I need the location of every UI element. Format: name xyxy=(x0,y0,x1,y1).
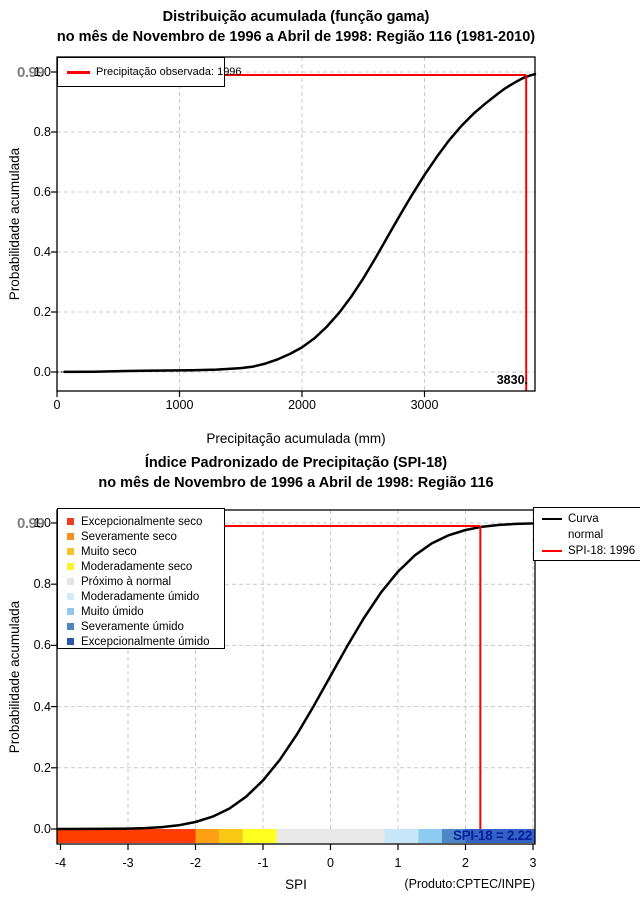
curve-legend-item: normal xyxy=(542,527,640,543)
y-tick-label: 0.8 xyxy=(33,125,51,139)
category-legend-item: Moderadamente úmido xyxy=(67,589,224,604)
curve-legend-item: Curva xyxy=(542,511,640,527)
category-legend-item: Moderadamente seco xyxy=(67,559,224,574)
category-label: Severamente úmido xyxy=(81,620,184,633)
category-label: Próximo à normal xyxy=(81,575,172,588)
spi-value-badge: SPI-18 = 2.22 xyxy=(452,828,532,843)
x-tick-label: 0 xyxy=(327,856,334,870)
category-legend-item: Excepcionalmente úmido xyxy=(67,634,224,649)
spi-y-axis-label: Probabilidade acumulada xyxy=(7,600,22,754)
spi-chart-title: Índice Padronizado de Precipitação (SPI-… xyxy=(144,455,448,471)
x-tick-label: -2 xyxy=(189,856,202,870)
gamma-legend-label: Precipitação observada: 1996 xyxy=(96,66,242,78)
y-tick-label: 1.0 xyxy=(33,65,51,79)
spi-x-axis-label: SPI xyxy=(285,877,307,892)
x-tick-label: 2 xyxy=(462,856,469,870)
category-legend-item: Excepcionalmente seco xyxy=(67,514,224,529)
category-legend-item: Próximo à normal xyxy=(67,574,224,589)
category-color-marker xyxy=(67,578,74,585)
y-tick-label: 0.6 xyxy=(33,638,51,653)
category-color-marker xyxy=(67,548,74,555)
curve-legend-label: normal xyxy=(568,529,604,541)
curve-legend-label: SPI-18: 1996 xyxy=(568,545,636,557)
category-legend-item: Severamente seco xyxy=(67,529,224,544)
category-label: Muito seco xyxy=(81,545,137,558)
spi-category-legend: Excepcionalmente seco Severamente seco Mui… xyxy=(57,508,225,649)
x-tick-label: 1000 xyxy=(165,398,194,412)
x-tick-label: -3 xyxy=(122,856,134,870)
swatch-spacer xyxy=(542,534,562,537)
category-label: Excepcionalmente úmido xyxy=(81,635,210,648)
gamma-chart-subtitle: no mês de Novembro de 1996 a Abril de 19… xyxy=(56,29,536,45)
y-tick-label: 0.8 xyxy=(33,577,51,592)
y-tick-label: 0.2 xyxy=(33,305,51,319)
gamma-legend: Precipitação observada: 1996 xyxy=(57,57,242,87)
y-tick-label: 0.6 xyxy=(33,185,51,199)
category-legend-item: Severamente úmido xyxy=(67,619,224,634)
x-tick-label: 3000 xyxy=(410,398,439,412)
y-tick-label: 0.0 xyxy=(33,365,51,379)
category-legend-item: Muito úmido xyxy=(67,604,224,619)
category-color-marker xyxy=(67,623,74,630)
category-label: Severamente seco xyxy=(81,530,177,543)
y-tick-label: 1.0 xyxy=(33,516,51,530)
category-label: Moderadamente seco xyxy=(81,560,193,573)
x-tick-label: -1 xyxy=(257,856,269,870)
curve-line-swatch xyxy=(542,517,562,521)
curve-legend-item: SPI-18: 1996 xyxy=(542,543,640,559)
spi-chart-subtitle: no mês de Novembro de 1996 a Abril de 19… xyxy=(98,475,494,491)
gamma-x-axis-label: Precipitação acumulada (mm) xyxy=(206,431,386,446)
category-label: Excepcionalmente seco xyxy=(81,515,203,528)
spi-p99-label: 0.99 xyxy=(17,515,45,532)
curve-line-swatch xyxy=(542,549,562,553)
gamma-y-axis-label: Probabilidade acumulada xyxy=(7,147,22,301)
x-tick-label: 3 xyxy=(529,856,537,870)
category-color-marker xyxy=(67,593,74,600)
product-credit: (Produto:CPTEC/INPE) xyxy=(404,877,535,891)
category-color-marker xyxy=(67,518,74,525)
curve-legend-label: Curva xyxy=(568,513,599,525)
x-tick-label: -4 xyxy=(54,856,67,870)
category-label: Moderadamente úmido xyxy=(81,590,200,603)
gamma-chart-title: Distribuição acumulada (função gama) xyxy=(162,9,430,25)
observed-line-swatch xyxy=(67,70,90,74)
category-color-marker xyxy=(67,563,74,570)
gamma-ref-value-label: 3830. xyxy=(496,373,528,387)
category-color-marker xyxy=(67,533,74,540)
spi-curve-legend: Curva normal SPI-18: 1996 xyxy=(533,507,640,561)
gamma-p99-label: 0.99 xyxy=(17,64,45,81)
y-tick-label: 0.4 xyxy=(33,245,51,259)
y-tick-label: 0.2 xyxy=(33,760,51,775)
category-legend-item: Muito seco xyxy=(67,544,224,559)
y-tick-label: 0.0 xyxy=(33,822,51,836)
x-tick-label: 2000 xyxy=(288,398,316,412)
y-tick-label: 0.4 xyxy=(33,699,51,714)
x-tick-label: 1 xyxy=(394,856,402,870)
category-label: Muito úmido xyxy=(81,605,144,618)
category-color-marker xyxy=(67,638,74,645)
category-color-marker xyxy=(67,608,74,615)
x-tick-label: 0 xyxy=(53,398,61,412)
